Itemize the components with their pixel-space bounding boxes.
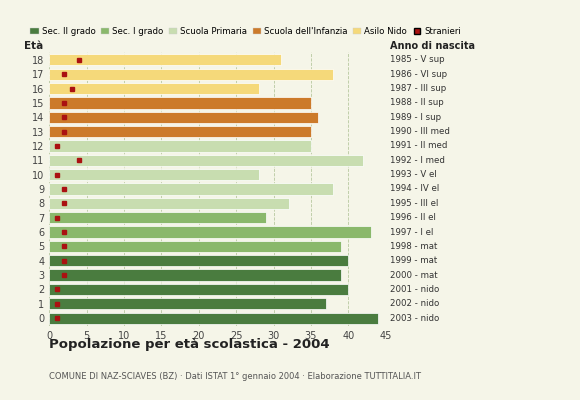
Text: Popolazione per età scolastica - 2004: Popolazione per età scolastica - 2004 [49, 338, 330, 351]
Bar [49, 226, 371, 238]
Text: 1997 - I el: 1997 - I el [390, 228, 434, 236]
Text: 1998 - mat: 1998 - mat [390, 242, 438, 251]
Bar [49, 69, 334, 80]
Text: 1990 - III med: 1990 - III med [390, 127, 450, 136]
Text: 1994 - IV el: 1994 - IV el [390, 184, 440, 194]
Text: 2000 - mat: 2000 - mat [390, 270, 438, 280]
Text: 1993 - V el: 1993 - V el [390, 170, 437, 179]
Bar [49, 312, 378, 324]
Bar [49, 255, 349, 266]
Text: Età: Età [24, 41, 44, 51]
Bar [49, 169, 259, 180]
Bar [49, 184, 334, 194]
Bar [49, 54, 281, 66]
Text: 1992 - I med: 1992 - I med [390, 156, 445, 165]
Text: 1995 - III el: 1995 - III el [390, 199, 438, 208]
Bar [49, 155, 363, 166]
Text: 1991 - II med: 1991 - II med [390, 142, 448, 150]
Bar [49, 140, 311, 152]
Bar [49, 198, 288, 209]
Bar [49, 241, 341, 252]
Bar [49, 97, 311, 108]
Text: Anno di nascita: Anno di nascita [390, 41, 476, 51]
Bar [49, 112, 318, 123]
Text: 1985 - V sup: 1985 - V sup [390, 55, 445, 64]
Text: 1989 - I sup: 1989 - I sup [390, 113, 441, 122]
Bar [49, 284, 349, 295]
Text: 1999 - mat: 1999 - mat [390, 256, 437, 265]
Legend: Sec. II grado, Sec. I grado, Scuola Primaria, Scuola dell'Infanzia, Asilo Nido, : Sec. II grado, Sec. I grado, Scuola Prim… [27, 24, 464, 40]
Bar [49, 270, 341, 281]
Bar [49, 298, 326, 309]
Text: COMUNE DI NAZ-SCIAVES (BZ) · Dati ISTAT 1° gennaio 2004 · Elaborazione TUTTITALI: COMUNE DI NAZ-SCIAVES (BZ) · Dati ISTAT … [49, 372, 421, 381]
Text: 1987 - III sup: 1987 - III sup [390, 84, 447, 93]
Text: 2003 - nido: 2003 - nido [390, 314, 440, 323]
Text: 1988 - II sup: 1988 - II sup [390, 98, 444, 108]
Text: 2002 - nido: 2002 - nido [390, 299, 440, 308]
Bar [49, 83, 259, 94]
Text: 2001 - nido: 2001 - nido [390, 285, 440, 294]
Text: 1986 - VI sup: 1986 - VI sup [390, 70, 447, 79]
Bar [49, 126, 311, 137]
Text: 1996 - II el: 1996 - II el [390, 213, 436, 222]
Bar [49, 212, 266, 223]
